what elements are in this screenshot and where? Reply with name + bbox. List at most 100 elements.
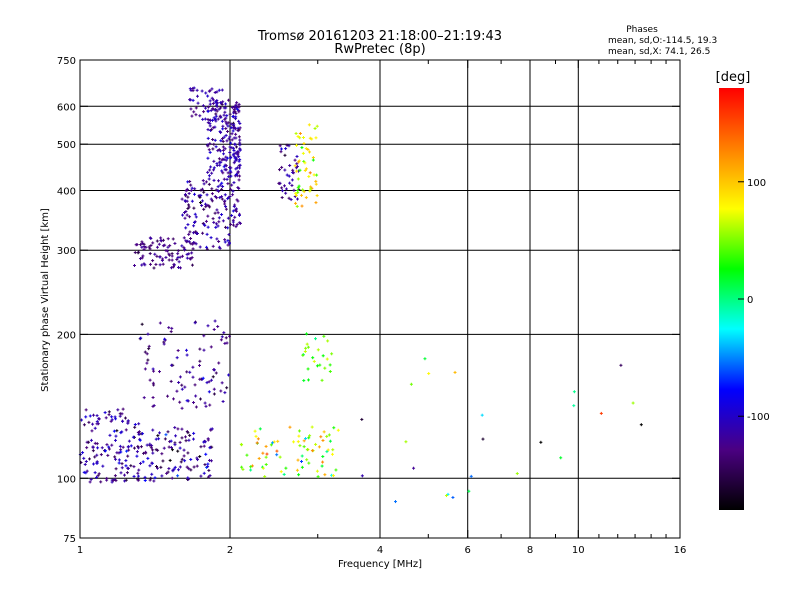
data-point — [121, 407, 125, 411]
data-point — [151, 241, 155, 245]
data-point — [107, 445, 111, 449]
data-point — [189, 189, 193, 193]
data-point — [231, 209, 235, 213]
data-point — [107, 447, 111, 451]
data-point — [157, 242, 161, 246]
data-point — [215, 103, 219, 107]
data-point — [187, 232, 191, 236]
data-point — [183, 192, 187, 196]
data-point — [229, 166, 233, 170]
phases-heading: Phases — [626, 25, 658, 35]
data-point — [129, 444, 133, 448]
data-point — [293, 158, 297, 162]
data-point — [209, 378, 213, 382]
data-point — [310, 425, 314, 429]
x-tick-label: 1 — [77, 545, 83, 556]
data-point — [292, 171, 296, 175]
data-point — [170, 258, 174, 262]
chart-title: Tromsø 20161203 21:18:00–21:19:43 — [257, 29, 502, 44]
data-point — [298, 168, 302, 172]
data-point — [161, 257, 165, 261]
data-point — [151, 448, 155, 452]
data-point — [290, 183, 294, 187]
data-point — [154, 448, 158, 452]
data-point — [360, 417, 364, 421]
data-point — [213, 195, 217, 199]
data-point — [275, 453, 279, 457]
data-point — [155, 254, 159, 258]
data-point — [328, 363, 332, 367]
data-point — [171, 468, 175, 472]
data-point — [237, 119, 241, 123]
data-point — [161, 262, 165, 266]
data-point — [200, 204, 204, 208]
data-point — [176, 449, 180, 453]
data-point — [233, 215, 237, 219]
data-point — [222, 106, 226, 110]
data-point — [306, 345, 310, 349]
data-point — [211, 98, 215, 102]
data-point — [169, 446, 173, 450]
data-point — [216, 211, 220, 215]
data-point — [123, 479, 127, 483]
data-point — [224, 336, 228, 340]
data-point — [214, 114, 218, 118]
data-point — [99, 453, 103, 457]
data-point — [169, 379, 173, 383]
data-point — [84, 408, 88, 412]
data-point — [619, 363, 623, 367]
data-point — [234, 172, 238, 176]
data-point — [217, 179, 221, 183]
data-point — [233, 110, 237, 114]
axis-ticks — [79, 59, 681, 539]
data-point — [300, 193, 304, 197]
data-point — [200, 187, 204, 191]
data-point — [175, 257, 179, 261]
data-point — [221, 399, 225, 403]
data-point — [105, 478, 109, 482]
data-point — [195, 94, 199, 98]
data-point — [227, 98, 231, 102]
data-point — [224, 168, 228, 172]
data-point — [572, 404, 576, 408]
data-point — [202, 110, 206, 114]
data-point — [113, 415, 117, 419]
data-point — [238, 143, 242, 147]
data-point — [189, 468, 193, 472]
data-point — [280, 165, 284, 169]
data-point — [213, 138, 217, 142]
data-point — [211, 375, 215, 379]
data-point — [303, 169, 307, 173]
data-point — [176, 468, 180, 472]
data-point — [164, 433, 168, 437]
data-point — [140, 322, 144, 326]
data-point — [232, 181, 236, 185]
data-point — [222, 165, 226, 169]
data-point — [322, 334, 326, 338]
data-point — [185, 252, 189, 256]
data-point — [308, 171, 312, 175]
data-point — [211, 138, 215, 142]
data-point — [220, 119, 224, 123]
data-point — [87, 440, 91, 444]
data-point — [188, 179, 192, 183]
data-point — [184, 348, 188, 352]
data-point — [114, 467, 118, 471]
x-tick-label: 4 — [377, 545, 383, 556]
data-point — [254, 434, 258, 438]
data-point — [92, 462, 96, 466]
data-point — [158, 263, 162, 267]
data-point — [207, 177, 211, 181]
data-point — [189, 257, 193, 261]
data-point — [85, 446, 89, 450]
data-point — [237, 221, 241, 225]
data-point — [265, 452, 269, 456]
data-point — [193, 383, 197, 387]
data-point — [279, 147, 283, 151]
data-point — [241, 467, 245, 471]
data-point — [136, 444, 140, 448]
data-point — [272, 440, 276, 444]
data-point — [141, 432, 145, 436]
data-point — [226, 239, 230, 243]
data-point — [210, 187, 214, 191]
